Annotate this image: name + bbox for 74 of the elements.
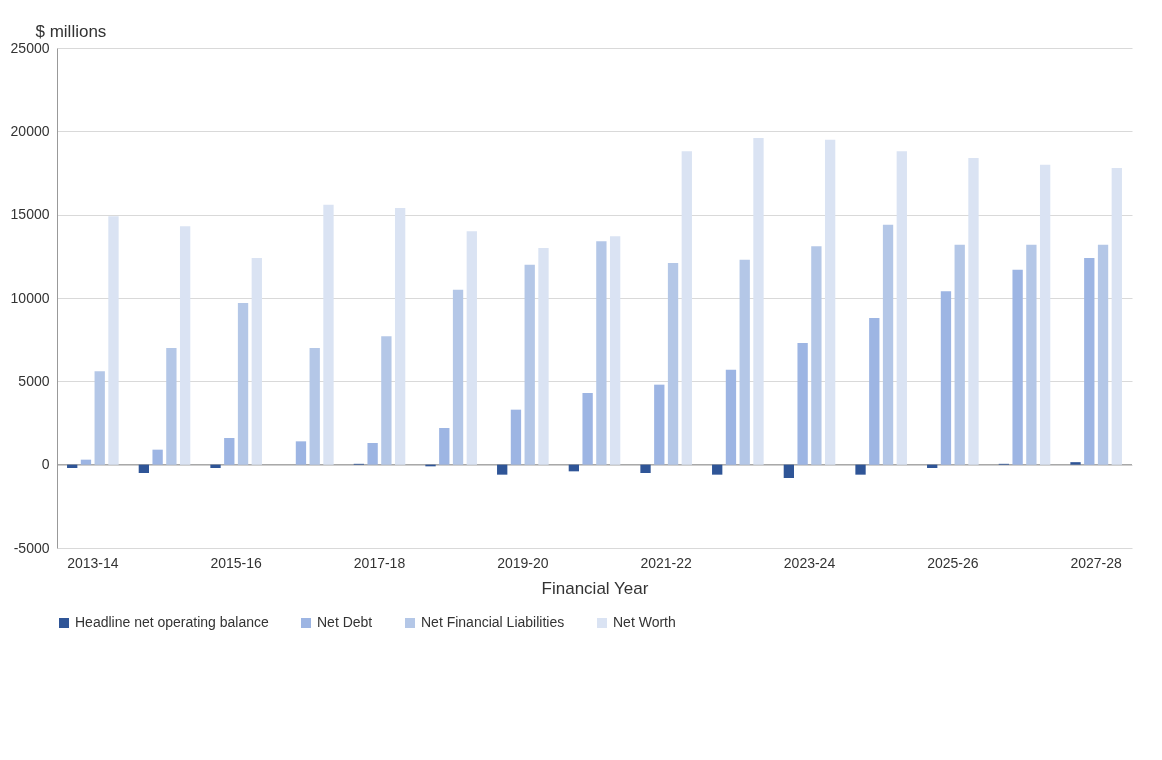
x-tick-label: 2023-24 — [783, 554, 836, 571]
bar — [394, 208, 406, 465]
bar — [94, 371, 105, 465]
x-tick-label: 2017-18 — [353, 554, 406, 571]
bar — [510, 409, 522, 465]
x-tick-label: 2015-16 — [210, 554, 263, 571]
x-tick-label: 2025-26 — [927, 554, 979, 571]
bar — [797, 343, 808, 465]
bar — [439, 428, 450, 465]
y-tick-label: 25000 — [10, 39, 50, 56]
bar — [497, 464, 508, 475]
bar — [712, 464, 723, 475]
bar — [224, 438, 235, 465]
bar — [882, 224, 894, 465]
y-tick-label: 10000 — [10, 289, 50, 306]
bar — [582, 393, 593, 465]
y-tick-label: -5000 — [13, 539, 50, 556]
x-tick-label: 2021-22 — [640, 554, 693, 571]
bar — [323, 204, 334, 465]
bar — [237, 303, 249, 465]
legend-label: Net Debt — [317, 614, 373, 630]
bar — [138, 464, 150, 473]
bar — [1012, 269, 1023, 465]
bar — [524, 264, 535, 465]
x-tick-label: 2013-14 — [67, 554, 119, 571]
bar — [381, 336, 392, 465]
bar — [1026, 244, 1037, 465]
legend-label: Net Financial Liabilities — [421, 614, 565, 630]
bar — [538, 248, 549, 465]
bar — [596, 241, 607, 465]
bar — [609, 236, 621, 465]
bar — [954, 244, 965, 465]
bar — [1097, 244, 1109, 465]
bar — [152, 449, 163, 465]
y-tick-label: 0 — [41, 456, 50, 473]
bar — [1070, 462, 1081, 465]
bar — [640, 464, 651, 473]
bar — [654, 384, 665, 465]
x-tick-label: 2019-20 — [497, 554, 549, 571]
bar — [1111, 168, 1122, 465]
y-axis-title: $ millions — [35, 21, 107, 41]
bar — [667, 263, 679, 465]
bar — [1084, 258, 1095, 465]
legend-label: Headline net operating balance — [75, 614, 270, 630]
bar — [725, 369, 737, 465]
x-axis-title: Financial Year — [541, 578, 649, 598]
y-tick-label: 20000 — [10, 122, 50, 139]
bar — [681, 151, 692, 465]
x-tick-label: 2027-28 — [1070, 554, 1123, 571]
bar — [753, 138, 764, 465]
bar — [739, 259, 750, 465]
bar — [869, 318, 880, 465]
bar — [824, 139, 836, 465]
bar — [968, 158, 979, 465]
bar — [80, 459, 92, 465]
bar — [1039, 164, 1051, 465]
bar — [108, 216, 119, 465]
bar — [367, 443, 378, 465]
bar — [783, 464, 795, 478]
bar — [295, 441, 307, 465]
bar — [855, 464, 866, 475]
y-tick-label: 5000 — [18, 372, 50, 389]
bar — [166, 348, 177, 465]
bar — [309, 348, 320, 465]
bar — [251, 258, 262, 465]
y-tick-label: 15000 — [10, 206, 50, 223]
bar — [940, 291, 952, 465]
bar — [811, 246, 822, 465]
bar — [210, 464, 221, 468]
bar — [452, 289, 464, 465]
legend-label: Net Worth — [613, 614, 676, 630]
bar — [179, 226, 191, 465]
bar — [896, 151, 907, 465]
bar — [466, 231, 477, 465]
